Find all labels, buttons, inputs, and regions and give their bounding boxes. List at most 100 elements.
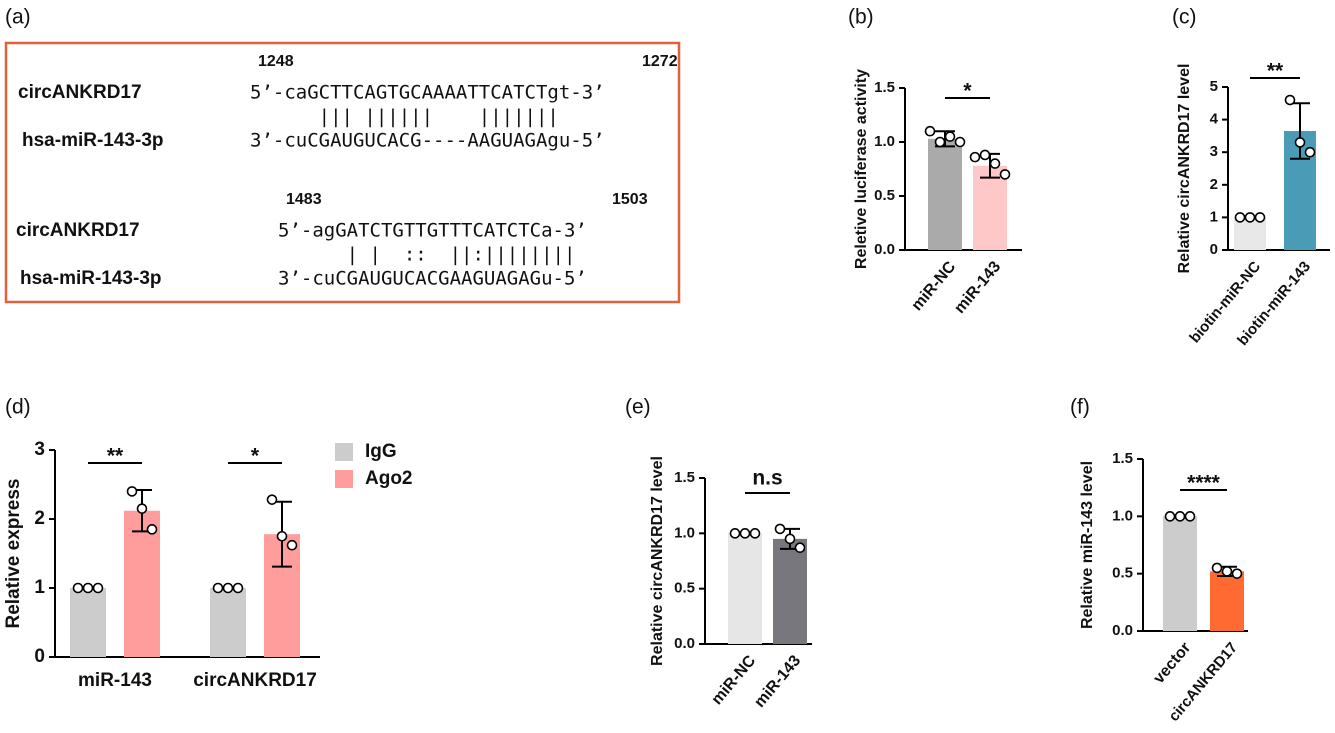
y-tick-label: 1.0 [874, 133, 895, 150]
bar [928, 138, 962, 250]
bar [728, 533, 762, 644]
x-tick-label: miR-143 [78, 670, 152, 691]
data-point [212, 582, 224, 594]
mirna-seq: 3’-cuCGAUGUCACGAAGUAGAGu-5’ [278, 268, 587, 290]
y-tick-label: 1 [34, 577, 45, 598]
data-point [924, 125, 936, 137]
panel-label: (e) [625, 396, 651, 419]
y-tick-label: 0.5 [674, 580, 695, 597]
significance-label: * [963, 80, 972, 103]
bar [1210, 571, 1244, 631]
data-point [794, 542, 806, 554]
data-point [954, 136, 966, 148]
chart: (f) Relative miR-143 level 0.0 0.5 1.0 1.5 vec… [1070, 396, 1248, 725]
target-seq: 5’-agGATCTGTTGTTTCATCTCa-3’ [278, 220, 587, 242]
data-point [1234, 212, 1246, 223]
data-point [286, 539, 298, 551]
mirna-seq: 3’-cuCGAUGUCACG----AAGUAGAgu-5’ [250, 130, 605, 152]
data-point [989, 158, 1001, 169]
data-point [232, 582, 244, 594]
data-point [774, 523, 786, 535]
data-point [739, 528, 751, 539]
legend-swatch [335, 470, 353, 488]
significance-label: **** [1187, 472, 1221, 495]
alignment-box [4, 41, 681, 304]
data-point [146, 524, 158, 535]
bar [210, 588, 246, 657]
data-point [934, 136, 946, 148]
significance-label: n.s [752, 467, 782, 490]
y-tick-label: 0 [1210, 241, 1218, 258]
y-tick-label: 3 [1210, 143, 1218, 160]
data-point [266, 494, 278, 505]
y-tick-label: 0.0 [874, 241, 895, 258]
bar [1163, 516, 1197, 631]
x-tick-label: miR-143 [951, 258, 1004, 317]
data-point [784, 533, 796, 545]
bar [124, 510, 160, 657]
legend-label: Ago2 [365, 468, 413, 489]
y-tick-label: 0.0 [674, 635, 695, 652]
data-point [1221, 566, 1233, 577]
data-point [72, 582, 84, 594]
data-point [1184, 511, 1196, 522]
mirna-name: hsa-miR-143-3p [22, 130, 164, 151]
target-name: circANKRD17 [18, 82, 142, 103]
panel-label: (a) [5, 6, 31, 29]
y-axis-label: Relative circANKRD17 level [1176, 64, 1193, 274]
bar [973, 165, 1007, 250]
data-point [1244, 212, 1256, 223]
y-tick-label: 0.5 [1112, 565, 1133, 582]
y-tick-label: 1.5 [874, 79, 895, 96]
data-point [82, 582, 94, 594]
data-point [999, 169, 1011, 180]
y-tick-label: 2 [34, 508, 45, 529]
significance-label: ** [1267, 60, 1284, 83]
position-end: 1503 [612, 191, 648, 208]
position-start: 1483 [286, 191, 322, 208]
chart: (b) Reletive luciferase activity 0.0 0.5 1.0… [848, 6, 1022, 317]
data-point [1304, 146, 1316, 158]
chart: (d) Relative express 0 1 2 3 miR-143 circANKRD1… [3, 396, 412, 691]
y-tick-label: 1.5 [674, 469, 695, 486]
y-axis-label: Relative circANKRD17 level [649, 456, 666, 666]
y-tick-label: 0.0 [1112, 622, 1133, 639]
y-tick-label: 0 [34, 646, 45, 667]
alignment: 1248 1272 circANKRD17 5’-caGCTTCAGTGCAAAATT… [16, 53, 678, 289]
data-point [1284, 94, 1296, 106]
y-tick-label: 1.0 [1112, 507, 1133, 524]
y-tick-label: 1.5 [1112, 450, 1133, 467]
bar [70, 588, 106, 657]
data-point [1231, 568, 1243, 579]
data-point [1164, 511, 1176, 522]
data-point [92, 582, 104, 594]
data-point [276, 530, 288, 542]
position-end: 1272 [642, 53, 678, 70]
x-tick-label: circANKRD17 [193, 670, 317, 691]
data-point [749, 528, 761, 539]
legend-swatch [335, 443, 353, 461]
target-seq: 5’-caGCTTCAGTGCAAAATTCATCTgt-3’ [250, 82, 605, 104]
y-tick-label: 2 [1210, 176, 1218, 193]
data-point [1174, 511, 1186, 522]
data-point [126, 486, 138, 497]
legend-label: IgG [365, 441, 397, 462]
data-point [729, 528, 741, 539]
position-start: 1248 [258, 53, 294, 70]
bar [773, 538, 807, 644]
x-tick-label: vector [1150, 639, 1194, 687]
y-tick-label: 4 [1210, 111, 1219, 128]
target-name: circANKRD17 [16, 220, 140, 241]
panel-label: (c) [1172, 6, 1197, 29]
data-point [136, 503, 148, 514]
bar [1234, 217, 1266, 250]
chart: (e) Relative circANKRD17 level 0.0 0.5 1.0 1.… [625, 396, 812, 711]
significance-label: ** [107, 445, 124, 468]
data-point [1294, 137, 1306, 148]
data-point [222, 582, 234, 594]
pairing: | | :: ||:|||||||| [278, 244, 575, 266]
y-tick-label: 5 [1210, 78, 1218, 95]
chart: (c)Relative circANKRD17 level 012345bioti… [1172, 6, 1330, 349]
y-tick-label: 3 [34, 439, 45, 460]
